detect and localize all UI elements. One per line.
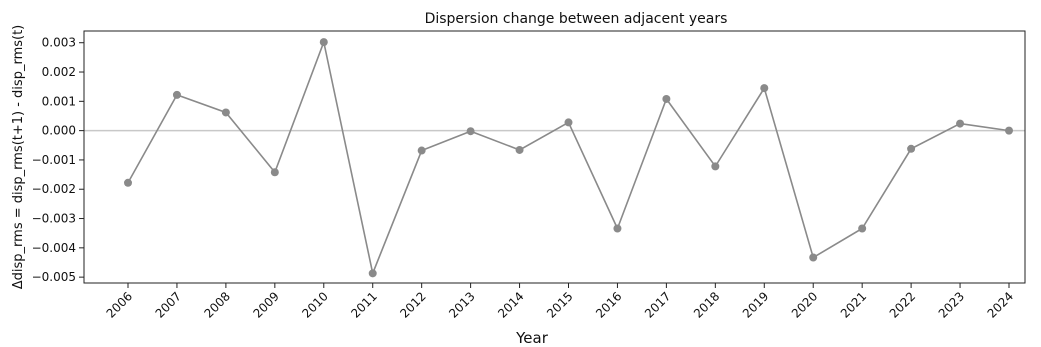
x-tick-label: 2011 (348, 289, 379, 320)
x-tick-label: 2013 (446, 289, 477, 320)
data-point (564, 118, 573, 127)
x-tick-label: 2010 (299, 289, 330, 320)
y-tick-label: −0.001 (32, 153, 76, 167)
x-tick-label: 2012 (397, 289, 428, 320)
x-tick-label: 2016 (593, 289, 624, 320)
x-tick-label: 2015 (544, 289, 575, 320)
chart-title: Dispersion change between adjacent years (425, 11, 728, 27)
x-tick-label: 2007 (153, 289, 184, 320)
data-point (417, 146, 426, 155)
y-tick-label: 0.001 (42, 94, 76, 108)
x-tick-label: 2023 (936, 289, 967, 320)
y-axis-label: Δdisp_rms = disp_rms(t+1) - disp_rms(t) (11, 25, 26, 289)
data-point (221, 108, 230, 117)
x-axis-label: Year (515, 329, 549, 347)
data-point (662, 94, 671, 103)
data-point (858, 224, 867, 233)
plot-area: 0.003 0.002 0.001 0.000 −0.001 −0.002 −0.003 −0… (32, 30, 1026, 321)
x-tick-label: 2020 (789, 289, 820, 320)
data-point (613, 224, 622, 233)
x-tick-label: 2014 (495, 289, 526, 320)
data-point (368, 269, 377, 278)
data-point (270, 168, 279, 177)
data-point (809, 253, 818, 262)
data-point (466, 127, 475, 136)
y-tick-label: −0.004 (32, 241, 76, 255)
x-tick-label: 2021 (838, 289, 869, 320)
x-tick-label: 2018 (691, 289, 722, 320)
y-tick-label: 0.002 (42, 65, 76, 79)
data-point (907, 144, 916, 153)
data-point (1005, 126, 1013, 135)
y-tick-label: −0.005 (32, 270, 76, 284)
data-point (124, 178, 132, 187)
x-tick-label: 2009 (250, 289, 281, 320)
data-point (515, 145, 524, 154)
x-tick-label: 2008 (202, 289, 233, 320)
y-tick-label: 0.003 (42, 36, 76, 50)
x-tick-label: 2022 (887, 289, 918, 320)
x-tick-label: 2006 (104, 289, 135, 320)
y-tick-label: −0.002 (32, 182, 76, 196)
data-point (956, 119, 965, 128)
x-tick-label: 2017 (642, 289, 673, 320)
axes-frame (83, 30, 1026, 284)
data-point (172, 90, 181, 99)
data-point (711, 162, 720, 171)
y-tick-label: −0.003 (32, 212, 76, 226)
x-tick-label: 2019 (740, 289, 771, 320)
series-line (127, 39, 1010, 277)
x-tick-label: 2024 (985, 289, 1016, 320)
data-point (760, 84, 769, 93)
y-tick-label: 0.000 (42, 124, 76, 138)
data-point (319, 38, 328, 47)
